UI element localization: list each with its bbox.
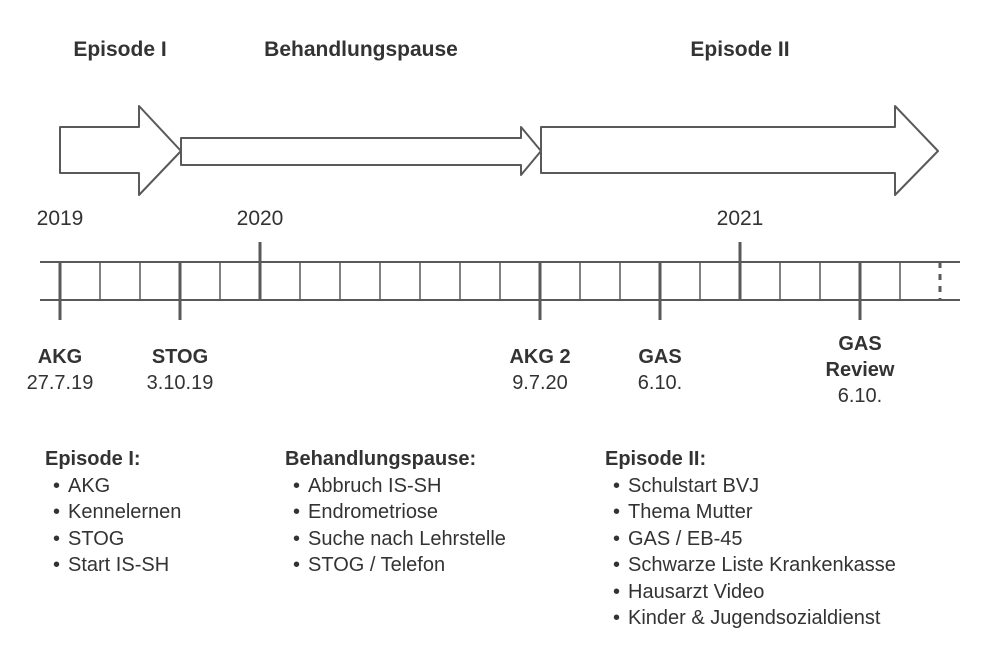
list-behandlungspause: Behandlungspause: Abbruch IS-SH Endromet…	[285, 446, 506, 579]
timeline-ticks	[58, 242, 942, 320]
list-item: Kinder & Jugendsozialdienst	[613, 605, 896, 632]
event-date: 3.10.19	[146, 372, 214, 394]
list-item: STOG	[53, 526, 181, 553]
year-2019: 2019	[36, 207, 84, 230]
list-item: Kennelernen	[53, 499, 181, 526]
list-episode-2: Episode II: Schulstart BVJ Thema Mutter …	[605, 446, 896, 632]
event-gas-review: GAS Review 6.10.	[826, 331, 895, 409]
event-gas: GAS 6.10.	[638, 344, 682, 396]
event-title-line1: GAS	[838, 333, 882, 355]
phase-label-episode-1: Episode I	[73, 38, 167, 61]
phase-label-behandlungspause: Behandlungspause	[264, 38, 458, 61]
list-item: AKG	[53, 473, 181, 500]
event-stog: STOG 3.10.19	[147, 344, 214, 396]
list-episode-1: Episode I: AKG Kennelernen STOG Start IS…	[45, 446, 181, 579]
list-item: Thema Mutter	[613, 499, 896, 526]
list-item: Start IS-SH	[53, 552, 181, 579]
event-title: AKG 2	[509, 346, 571, 368]
event-title: AKG	[37, 346, 83, 368]
list-item: STOG / Telefon	[293, 552, 506, 579]
list-heading: Episode I:	[45, 448, 141, 470]
phase-label-episode-2: Episode II	[690, 38, 790, 61]
list-item: GAS / EB-45	[613, 526, 896, 553]
event-akg-2: AKG 2 9.7.20	[509, 344, 570, 396]
event-date: 9.7.20	[512, 372, 568, 394]
list-heading: Episode II:	[605, 448, 707, 470]
event-date: 6.10.	[637, 372, 683, 394]
list-item: Schulstart BVJ	[613, 473, 896, 500]
year-2021: 2021	[716, 207, 764, 230]
list-item: Hausarzt Video	[613, 579, 896, 606]
event-title: STOG	[151, 346, 209, 368]
list-heading: Behandlungspause:	[285, 448, 477, 470]
arrow-behandlungspause	[180, 126, 542, 176]
arrow-episode-1	[59, 105, 182, 196]
arrow-episode-2	[540, 105, 939, 196]
year-2020: 2020	[236, 207, 284, 230]
event-title: GAS	[638, 346, 682, 368]
list-item: Suche nach Lehrstelle	[293, 526, 506, 553]
event-date: 27.7.19	[26, 372, 94, 394]
event-date: 6.10.	[837, 385, 883, 407]
event-akg: AKG 27.7.19	[27, 344, 94, 396]
list-item: Endrometriose	[293, 499, 506, 526]
list-item: Schwarze Liste Krankenkasse	[613, 552, 896, 579]
list-item: Abbruch IS-SH	[293, 473, 506, 500]
event-title-line2: Review	[825, 359, 895, 381]
